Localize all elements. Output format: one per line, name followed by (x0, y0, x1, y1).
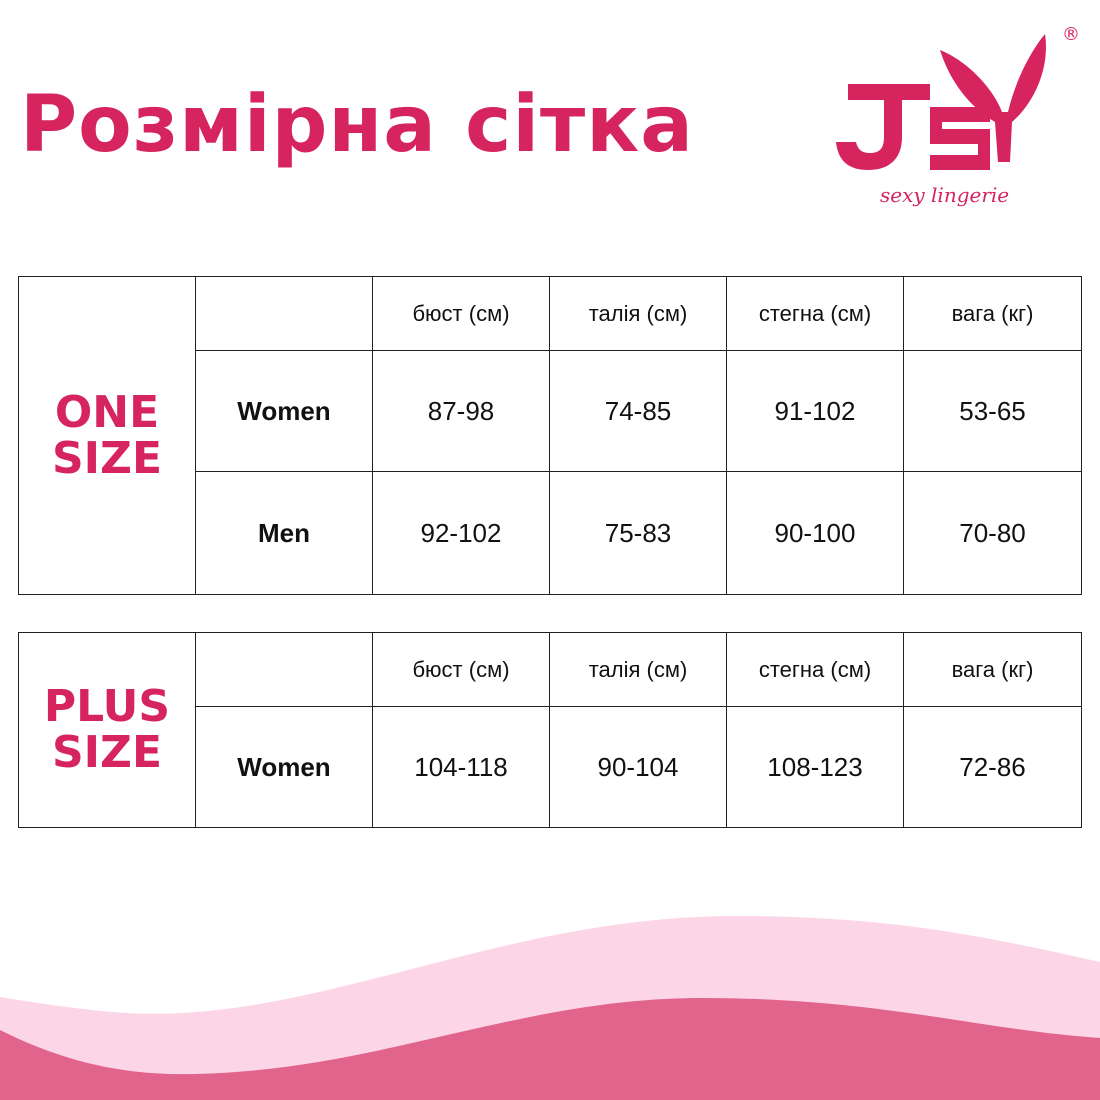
header-hips: стегна (см) (726, 276, 904, 351)
header-waist: талія (см) (549, 276, 727, 351)
header-bust: бюст (см) (372, 632, 550, 707)
cell: 75-83 (549, 471, 727, 595)
cell: 72-86 (903, 706, 1082, 828)
table-row: Men 92-102 75-83 90-100 70-80 (19, 471, 1082, 595)
header-waist: талія (см) (549, 632, 727, 707)
decorative-wave (0, 916, 1100, 1100)
wave-dark (0, 998, 1100, 1100)
header-weight: вага (кг) (903, 632, 1082, 707)
empty-header-cell (195, 632, 373, 707)
cell: 108-123 (726, 706, 904, 828)
row-label: Women (195, 350, 373, 472)
row-label: Women (195, 706, 373, 828)
plus-size-table: PLUS SIZE бюст (см) талія (см) стегна (см… (18, 632, 1082, 828)
cell: 92-102 (372, 471, 550, 595)
plus-size-label: PLUS SIZE (18, 632, 196, 828)
header-bust: бюст (см) (372, 276, 550, 351)
cell: 70-80 (903, 471, 1082, 595)
page-title: Розмірна сітка (20, 80, 694, 170)
row-label: Men (195, 471, 373, 595)
header-hips: стегна (см) (726, 632, 904, 707)
svg-text:sexy lingerie: sexy lingerie (880, 183, 1009, 207)
cell: 91-102 (726, 350, 904, 472)
svg-text:®: ® (1062, 24, 1080, 45)
cell: 90-100 (726, 471, 904, 595)
cell: 104-118 (372, 706, 550, 828)
one-size-label: ONE SIZE (18, 276, 196, 595)
table-row: Women 104-118 90-104 108-123 72-86 (19, 706, 1082, 828)
cell: 74-85 (549, 350, 727, 472)
cell: 87-98 (372, 350, 550, 472)
brand-logo: ® sexy lingerie (836, 24, 1080, 207)
empty-header-cell (195, 276, 373, 351)
one-size-table: ONE SIZE бюст (см) талія (см) стегна (см)… (18, 276, 1082, 595)
header-weight: вага (кг) (903, 276, 1082, 351)
cell: 90-104 (549, 706, 727, 828)
cell: 53-65 (903, 350, 1082, 472)
